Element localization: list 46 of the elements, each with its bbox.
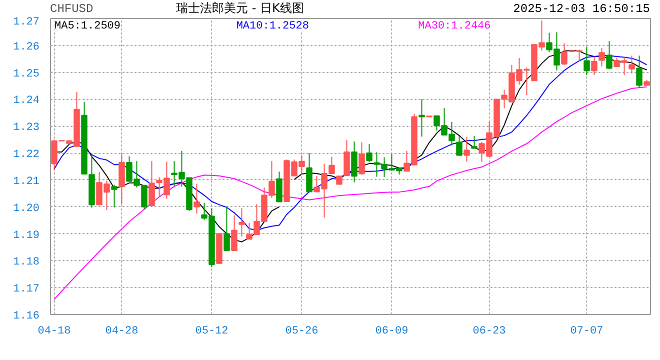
y-tick-label: 1.27	[13, 16, 40, 28]
candlestick	[306, 152, 312, 192]
text: MA30:1.2446	[418, 20, 491, 32]
y-tick-label: 1.26	[13, 41, 40, 54]
text: MA5:1.2509	[54, 20, 121, 32]
x-tick-label: 05-12	[195, 326, 228, 338]
x-tick-label: 04-28	[105, 326, 138, 338]
candlestick	[276, 171, 282, 202]
y-tick-label: 1.19	[13, 230, 40, 242]
y-tick-label: 1.23	[13, 122, 40, 134]
text: MA10:1.2528	[236, 20, 309, 32]
candlestick	[194, 183, 200, 214]
y-tick-label: 1.20	[13, 202, 40, 215]
y-tick-label: 1.16	[13, 310, 40, 322]
candlestick	[456, 136, 462, 156]
candlestick	[231, 214, 238, 252]
y-tick-label: 1.25	[13, 68, 40, 80]
y-tick-label: 1.21	[13, 176, 40, 188]
candlestick	[418, 98, 425, 138]
text: 2025-12-03 16:50:15	[513, 1, 650, 18]
x-tick-label: 06-23	[472, 326, 506, 338]
y-tick-label: 1.17	[13, 284, 40, 296]
candlestick	[598, 48, 605, 67]
x-tick-label: 05-26	[285, 326, 318, 338]
candlestick	[471, 136, 478, 149]
x-tick-label: 06-09	[375, 326, 408, 338]
candlestick	[358, 142, 365, 176]
candlestick	[111, 184, 118, 208]
candlestick	[591, 56, 598, 76]
candlestick	[606, 40, 612, 70]
text: CHFUSD	[50, 1, 94, 18]
candlestick	[628, 55, 635, 74]
candlestick	[636, 55, 642, 88]
candlestick	[238, 208, 245, 237]
candlestick	[584, 46, 590, 76]
y-tick-label: 1.24	[13, 95, 40, 108]
candlestick	[224, 206, 230, 251]
y-tick-label: 1.18	[13, 256, 40, 269]
x-tick-label: 04-18	[38, 326, 71, 338]
x-tick-label: 07-07	[570, 326, 604, 338]
line-series	[54, 86, 648, 300]
y-tick-label: 1.22	[13, 149, 40, 162]
candlestick	[464, 136, 470, 162]
chart-title: 瑞士法郎美元 - 日K线图	[176, 0, 304, 17]
candlestick	[561, 42, 568, 66]
candlestick	[366, 143, 372, 162]
